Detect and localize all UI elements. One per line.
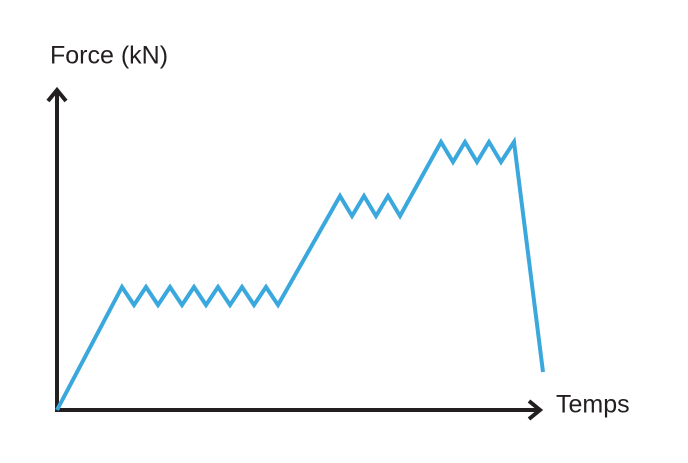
y-axis-arrow — [46, 86, 68, 103]
data-line — [55, 136, 545, 411]
x-axis-arrow — [527, 399, 544, 421]
x-axis-label: Temps — [556, 391, 630, 419]
y-axis-label: Force (kN) — [50, 42, 168, 70]
